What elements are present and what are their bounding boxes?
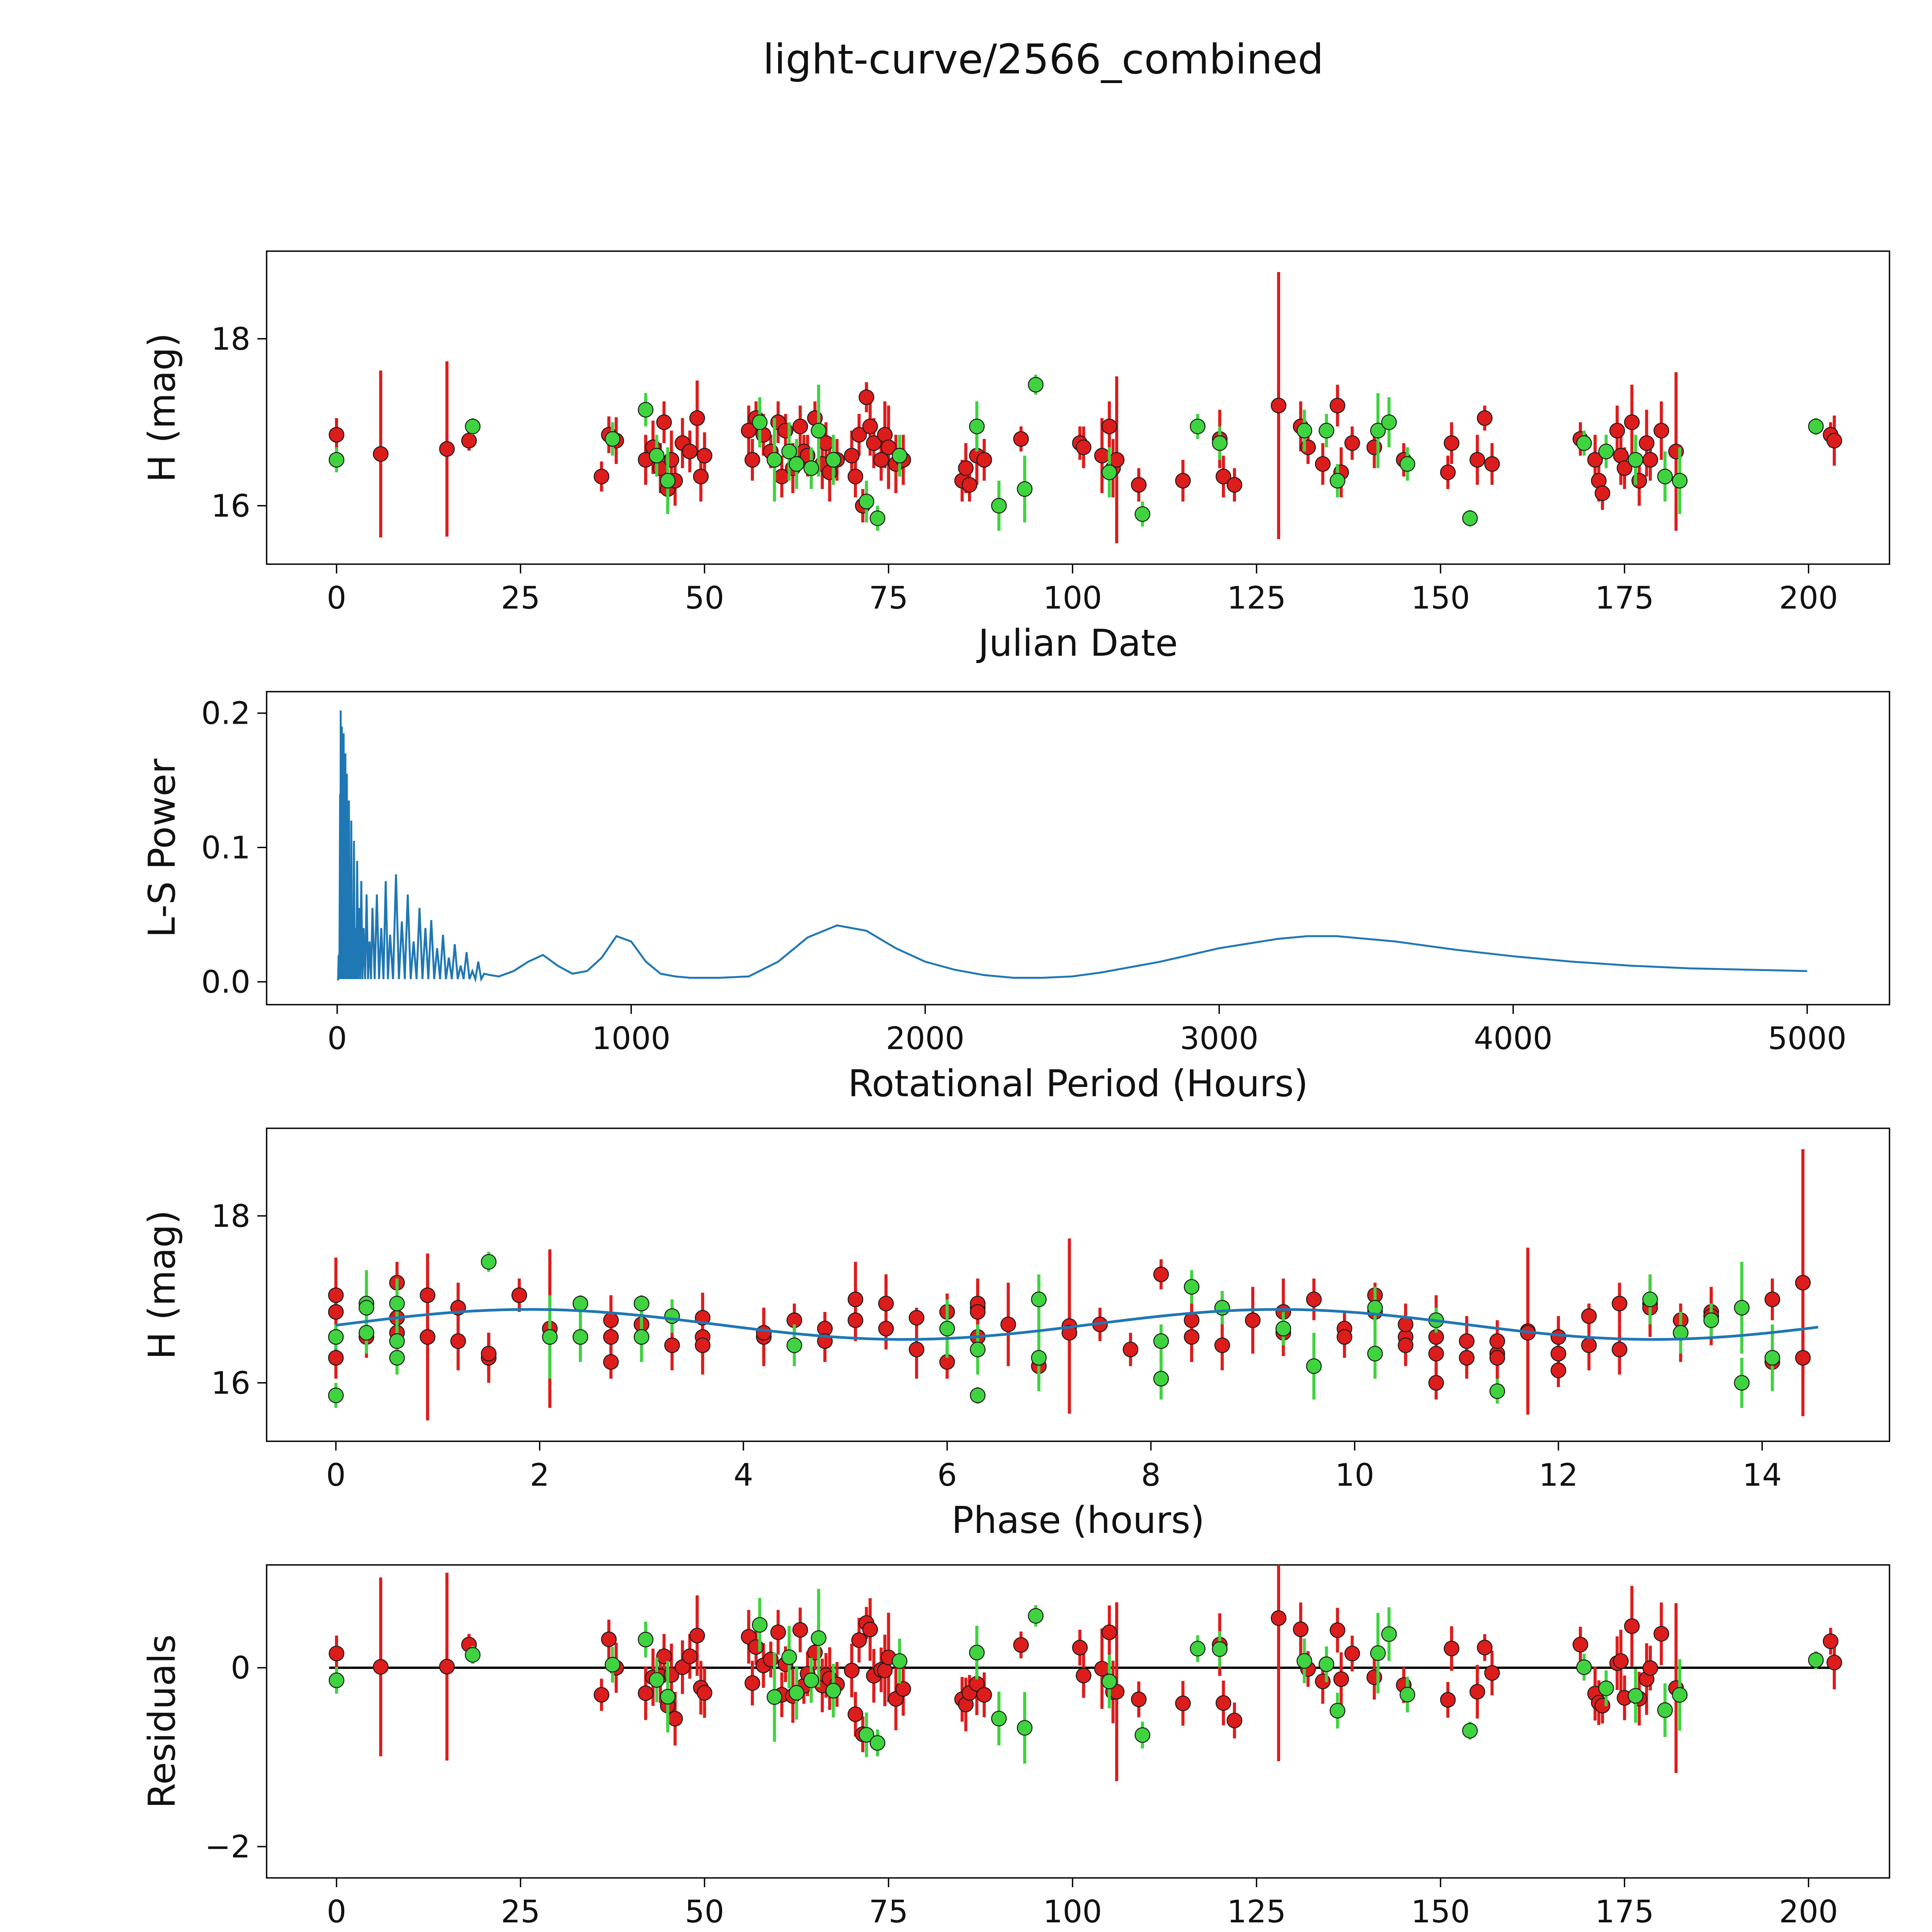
svg-text:200: 200 [1779, 1894, 1838, 1930]
panel4-data [328, 1565, 1842, 1781]
svg-text:2: 2 [530, 1457, 549, 1493]
svg-text:4000: 4000 [1474, 1020, 1553, 1056]
svg-text:0: 0 [326, 1457, 346, 1493]
svg-text:0.1: 0.1 [201, 830, 250, 866]
svg-text:0: 0 [327, 580, 346, 616]
panel2-axes: 0 1000 2000 3000 4000 5000 0.0 0.1 0.2 [201, 691, 1890, 1056]
svg-text:6: 6 [937, 1457, 957, 1493]
svg-text:175: 175 [1595, 580, 1654, 616]
svg-text:3000: 3000 [1180, 1020, 1259, 1056]
svg-text:2000: 2000 [886, 1020, 965, 1056]
fit-line [335, 1308, 1818, 1341]
svg-text:0: 0 [231, 1650, 250, 1686]
svg-text:18: 18 [211, 321, 250, 357]
svg-text:16: 16 [211, 1365, 250, 1401]
svg-text:12: 12 [1539, 1457, 1578, 1493]
panel1-xlabel: Julian Date [978, 622, 1178, 665]
svg-text:175: 175 [1595, 1894, 1654, 1930]
svg-text:25: 25 [501, 580, 540, 616]
svg-text:200: 200 [1779, 580, 1838, 616]
svg-text:150: 150 [1411, 1894, 1470, 1930]
svg-text:125: 125 [1227, 1894, 1286, 1930]
svg-text:16: 16 [211, 488, 250, 524]
panel3-data [328, 1149, 1818, 1420]
svg-text:25: 25 [501, 1894, 540, 1930]
svg-text:100: 100 [1043, 1894, 1102, 1930]
svg-text:150: 150 [1411, 580, 1470, 616]
svg-text:100: 100 [1043, 580, 1102, 616]
svg-text:0.2: 0.2 [201, 696, 250, 731]
panel1-axes: 0 25 50 75 100 125 150 175 200 16 18 [211, 250, 1890, 616]
svg-text:5000: 5000 [1768, 1020, 1847, 1056]
svg-text:75: 75 [869, 1894, 908, 1930]
panel2-periodogram [337, 710, 1808, 983]
svg-text:50: 50 [685, 580, 724, 616]
svg-text:0: 0 [327, 1020, 347, 1056]
panel3-xlabel: Phase (hours) [951, 1499, 1205, 1542]
panel3-axes: 0 2 4 6 8 10 12 14 16 18 [211, 1128, 1890, 1493]
svg-text:0: 0 [327, 1894, 346, 1930]
svg-text:8: 8 [1141, 1457, 1161, 1493]
svg-text:1000: 1000 [592, 1020, 671, 1056]
svg-text:50: 50 [685, 1894, 724, 1930]
svg-text:0.0: 0.0 [201, 964, 250, 1000]
svg-text:−2: −2 [205, 1829, 250, 1865]
svg-text:4: 4 [733, 1457, 753, 1493]
panel1-data [328, 272, 1842, 543]
figure-title: light-curve/2566_combined [763, 36, 1324, 83]
panel2-xlabel: Rotational Period (Hours) [848, 1063, 1308, 1105]
svg-text:18: 18 [211, 1198, 250, 1234]
svg-text:10: 10 [1335, 1457, 1374, 1493]
panel4-axes: 0 25 50 75 100 125 150 175 200 −2 0 [205, 1564, 1890, 1930]
svg-text:75: 75 [869, 580, 908, 616]
svg-text:14: 14 [1743, 1457, 1782, 1493]
svg-text:125: 125 [1227, 580, 1286, 616]
